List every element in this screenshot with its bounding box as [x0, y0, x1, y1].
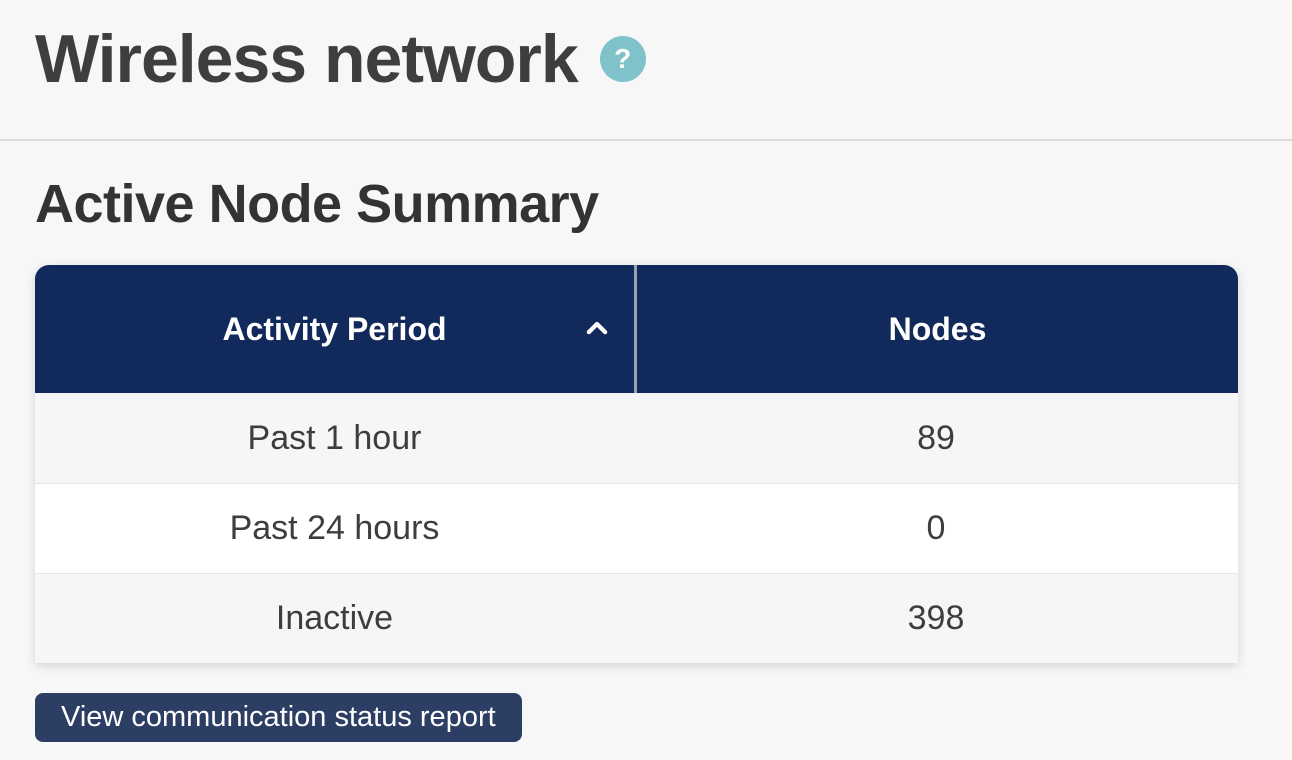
nodes-count-cell: 398: [907, 599, 965, 637]
wireless-network-page: Wireless network ? Active Node Summary A…: [0, 0, 1292, 742]
nodes-count-cell: 0: [926, 509, 946, 547]
active-node-summary-table: Activity Period Nodes Past 1 hour 89 Pas…: [35, 265, 1238, 663]
activity-period-cell: Past 1 hour: [247, 418, 422, 457]
column-header-activity-period-label: Activity Period: [222, 310, 447, 347]
help-icon[interactable]: ?: [599, 36, 646, 82]
page-header: Wireless network ?: [0, 0, 1292, 141]
column-header-activity-period[interactable]: Activity Period: [35, 265, 634, 393]
nodes-count-cell: 89: [917, 418, 955, 457]
sort-ascending-icon: [586, 321, 608, 335]
activity-period-cell: Inactive: [275, 599, 394, 637]
page-title: Wireless network: [35, 21, 579, 97]
table-row: Past 1 hour 89: [35, 393, 1238, 483]
activity-period-cell: Past 24 hours: [229, 509, 440, 547]
table-header-row: Activity Period Nodes: [35, 265, 1238, 393]
column-divider: [634, 265, 637, 393]
view-communication-status-report-button[interactable]: View communication status report: [35, 693, 522, 742]
table-row: Inactive 398: [35, 573, 1238, 663]
column-header-nodes-label: Nodes: [888, 310, 987, 347]
table-row: Past 24 hours 0: [35, 483, 1238, 573]
section-heading: Active Node Summary: [35, 174, 599, 234]
column-header-nodes[interactable]: Nodes: [637, 265, 1238, 393]
